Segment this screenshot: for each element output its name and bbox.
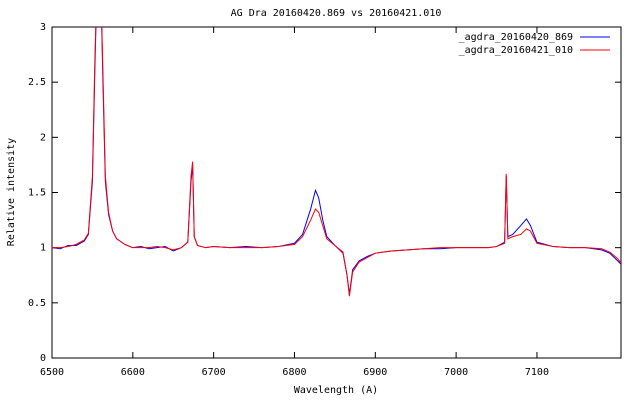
data-line — [52, 27, 621, 297]
y-tick-label: 0 — [40, 353, 46, 364]
legend-label: _agdra_20160420_869 — [459, 32, 573, 43]
y-tick-label: 2.5 — [28, 77, 46, 88]
x-tick-label: 6900 — [363, 367, 387, 378]
chart-title: AG Dra 20160420.869 vs 20160421.010 — [231, 8, 442, 19]
y-tick-label: 2 — [40, 132, 46, 143]
x-tick-label: 6800 — [282, 367, 306, 378]
plot-border — [51, 26, 622, 359]
y-axis-label: Relative intensity — [6, 138, 17, 246]
y-tick-label: 0.5 — [28, 298, 46, 309]
x-tick-label: 6700 — [202, 367, 226, 378]
x-tick-label: 7100 — [525, 367, 549, 378]
y-tick-label: 3 — [40, 22, 46, 33]
y-tick-label: 1 — [40, 243, 46, 254]
y-tick-label: 1.5 — [28, 188, 46, 199]
x-tick-label: 7000 — [444, 367, 468, 378]
x-tick-label: 6500 — [40, 367, 64, 378]
x-tick-label: 6600 — [121, 367, 145, 378]
x-axis-label: Wavelength (A) — [294, 385, 378, 396]
legend-label: _agdra_20160421_010 — [459, 45, 573, 56]
